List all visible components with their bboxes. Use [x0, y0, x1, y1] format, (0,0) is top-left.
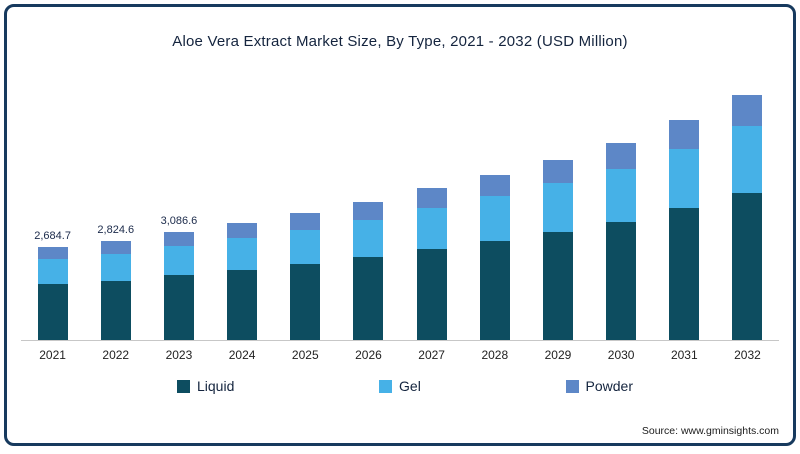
bar-2027 — [400, 78, 463, 340]
bar-segment-gel — [416, 208, 447, 249]
chart-title: Aloe Vera Extract Market Size, By Type, … — [172, 33, 628, 50]
bar-2031 — [653, 78, 716, 340]
bar-segment-powder — [227, 223, 258, 238]
x-axis-label: 2028 — [481, 348, 509, 362]
bar-segment-gel — [290, 230, 321, 264]
x-axis-label: 2021 — [39, 348, 66, 362]
x-axis-label: 2025 — [291, 348, 319, 362]
x-axis-label: 2030 — [607, 348, 635, 362]
bar-segment-liquid — [37, 284, 68, 340]
bar-segment-powder — [290, 213, 321, 230]
bar-segment-powder — [416, 188, 447, 208]
x-axis-label: 2024 — [228, 348, 256, 362]
x-axis-label: 2029 — [544, 348, 572, 362]
legend-item-liquid: Liquid — [177, 378, 234, 394]
bar-segment-powder — [100, 241, 131, 254]
x-axis-label: 2032 — [734, 348, 761, 362]
bar-2028 — [463, 78, 526, 340]
bar-segment-liquid — [353, 257, 384, 340]
bar-segment-gel — [37, 259, 68, 284]
x-axis-label: 2023 — [165, 348, 193, 362]
bar-2030 — [590, 78, 653, 340]
legend-item-gel: Gel — [379, 378, 421, 394]
bar-segment-liquid — [479, 241, 510, 340]
bar-segment-liquid — [290, 264, 321, 340]
source-text: Source: www.gminsights.com — [641, 425, 779, 437]
x-axis-labels: 2021 2022 2023 2024 2025 2026 2027 2028 2029 2030… — [21, 348, 779, 362]
bar-segment-powder — [37, 247, 68, 259]
bar-segment-liquid — [163, 275, 194, 340]
bar-value-label: 3,086.6 — [160, 215, 198, 227]
bar-segment-gel — [732, 126, 763, 193]
bar-segment-gel — [479, 196, 510, 241]
bar-2022: 2,824.6 — [84, 78, 147, 340]
bar-segment-powder — [479, 175, 510, 196]
bar-segment-liquid — [606, 222, 637, 340]
x-axis-label: 2027 — [418, 348, 445, 362]
plot-area: 2,684.7 2,824.6 3,086.6 2021 2022 2023 2024 20… — [21, 78, 779, 362]
bar-2025 — [274, 78, 337, 340]
x-axis-line — [21, 340, 779, 341]
bar-segment-gel — [353, 220, 384, 257]
bar-2024 — [211, 78, 274, 340]
bar-segment-powder — [732, 94, 763, 127]
bar-segment-gel — [163, 246, 194, 275]
legend-swatch — [379, 379, 393, 393]
legend-label: Powder — [585, 378, 633, 394]
bar-segment-gel — [227, 238, 258, 270]
bar-segment-gel — [606, 169, 637, 222]
bar-segment-liquid — [100, 281, 131, 340]
bar-segment-powder — [669, 120, 700, 149]
bar-segment-powder — [542, 160, 573, 183]
legend-swatch — [177, 379, 190, 393]
bar-segment-powder — [353, 202, 384, 220]
bar-segment-liquid — [227, 270, 258, 340]
bar-segment-gel — [100, 254, 131, 281]
bar-segment-liquid — [542, 232, 573, 340]
bar-segment-gel — [669, 149, 700, 208]
x-axis-label: 2022 — [102, 348, 130, 362]
bar-2032 — [716, 78, 779, 340]
legend: Liquid Gel Powder — [177, 378, 633, 394]
legend-item-powder: Powder — [565, 378, 633, 394]
x-axis-label: 2031 — [670, 348, 698, 362]
bar-segment-liquid — [416, 249, 447, 340]
bars-container: 2,684.7 2,824.6 3,086.6 — [21, 78, 779, 340]
bar-2023: 3,086.6 — [147, 78, 210, 340]
legend-label: Gel — [399, 378, 421, 394]
legend-swatch — [565, 379, 579, 393]
legend-label: Liquid — [197, 378, 235, 394]
bar-segment-powder — [163, 232, 194, 246]
chart-frame: Aloe Vera Extract Market Size, By Type, … — [4, 4, 796, 446]
bar-value-label: 2,684.7 — [34, 230, 71, 242]
bar-segment-liquid — [732, 192, 763, 340]
bar-value-label: 2,824.6 — [97, 224, 135, 236]
bar-segment-gel — [542, 183, 573, 232]
bar-segment-powder — [606, 143, 637, 169]
bar-2029 — [526, 78, 589, 340]
bar-2026 — [337, 78, 400, 340]
x-axis-label: 2026 — [355, 348, 382, 362]
bar-segment-liquid — [669, 208, 700, 340]
bar-2021: 2,684.7 — [21, 78, 84, 340]
